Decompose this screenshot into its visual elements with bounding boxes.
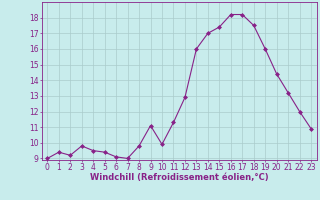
X-axis label: Windchill (Refroidissement éolien,°C): Windchill (Refroidissement éolien,°C) bbox=[90, 173, 268, 182]
